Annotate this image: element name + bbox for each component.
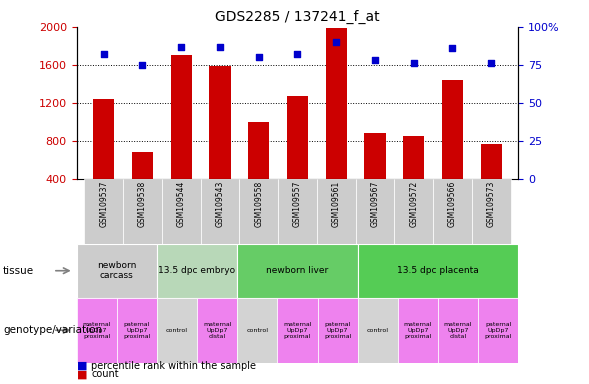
Text: genotype/variation: genotype/variation [3, 325, 102, 335]
Point [254, 54, 263, 60]
Bar [478, 298, 518, 363]
Bar [84, 179, 123, 244]
Bar [237, 298, 277, 363]
Bar [201, 179, 239, 244]
Bar [433, 179, 472, 244]
Point [293, 51, 302, 57]
Point [409, 60, 418, 66]
Bar [398, 298, 438, 363]
Text: 13.5 dpc embryo: 13.5 dpc embryo [158, 266, 236, 275]
Bar [364, 133, 386, 179]
Text: maternal
UpDp7
distal: maternal UpDp7 distal [203, 322, 231, 339]
Bar [317, 298, 358, 363]
Bar [248, 122, 269, 179]
Title: GDS2285 / 137241_f_at: GDS2285 / 137241_f_at [215, 10, 380, 25]
Text: control: control [166, 328, 188, 333]
Bar [93, 99, 114, 179]
Bar [117, 298, 157, 363]
Text: 13.5 dpc placenta: 13.5 dpc placenta [397, 266, 479, 275]
Text: maternal
UpDp7
proximal: maternal UpDp7 proximal [283, 322, 312, 339]
Bar [317, 179, 356, 244]
Text: GSM109537: GSM109537 [99, 180, 108, 227]
Text: maternal
UpDp7
proximal: maternal UpDp7 proximal [82, 322, 111, 339]
Bar [77, 244, 157, 298]
Text: control: control [246, 328, 268, 333]
Point [99, 51, 108, 57]
Text: GSM109557: GSM109557 [293, 180, 302, 227]
Point [138, 62, 147, 68]
Bar [197, 298, 237, 363]
Text: control: control [367, 328, 389, 333]
Text: ■: ■ [77, 369, 87, 379]
Text: maternal
UpDp7
proximal: maternal UpDp7 proximal [403, 322, 432, 339]
Text: GSM109567: GSM109567 [370, 180, 379, 227]
Point [448, 45, 457, 51]
Bar [394, 179, 433, 244]
Bar [403, 136, 424, 179]
Bar [326, 28, 347, 179]
Bar [358, 244, 518, 298]
Bar [481, 144, 502, 179]
Bar [77, 298, 117, 363]
Bar [287, 96, 308, 179]
Text: GSM109558: GSM109558 [254, 180, 263, 227]
Bar [239, 179, 278, 244]
Bar [209, 66, 231, 179]
Point [177, 43, 186, 50]
Bar [438, 298, 478, 363]
Text: percentile rank within the sample: percentile rank within the sample [91, 361, 256, 371]
Text: count: count [91, 369, 119, 379]
Text: paternal
UpDp7
proximal: paternal UpDp7 proximal [324, 322, 351, 339]
Text: GSM109572: GSM109572 [409, 180, 418, 227]
Bar [277, 298, 317, 363]
Text: maternal
UpDp7
distal: maternal UpDp7 distal [444, 322, 472, 339]
Bar [157, 298, 197, 363]
Bar [356, 179, 394, 244]
Bar [162, 179, 201, 244]
Text: GSM109544: GSM109544 [177, 180, 186, 227]
Text: paternal
UpDp7
proximal: paternal UpDp7 proximal [123, 322, 151, 339]
Text: tissue: tissue [3, 266, 34, 276]
Text: ■: ■ [77, 361, 87, 371]
Bar [157, 244, 237, 298]
Text: newborn liver: newborn liver [266, 266, 329, 275]
Bar [278, 179, 317, 244]
Text: GSM109538: GSM109538 [138, 180, 147, 227]
Bar [442, 80, 463, 179]
Text: GSM109561: GSM109561 [332, 180, 340, 227]
Point [370, 57, 380, 63]
Text: paternal
UpDp7
proximal: paternal UpDp7 proximal [485, 322, 512, 339]
Point [215, 43, 224, 50]
Text: GSM109543: GSM109543 [216, 180, 224, 227]
Text: GSM109573: GSM109573 [487, 180, 496, 227]
Bar [237, 244, 358, 298]
Bar [171, 55, 192, 179]
Point [332, 39, 341, 45]
Text: GSM109566: GSM109566 [448, 180, 457, 227]
Bar [132, 152, 153, 179]
Bar [123, 179, 162, 244]
Bar [358, 298, 398, 363]
Bar [472, 179, 511, 244]
Text: newborn
carcass: newborn carcass [97, 261, 137, 280]
Point [487, 60, 496, 66]
